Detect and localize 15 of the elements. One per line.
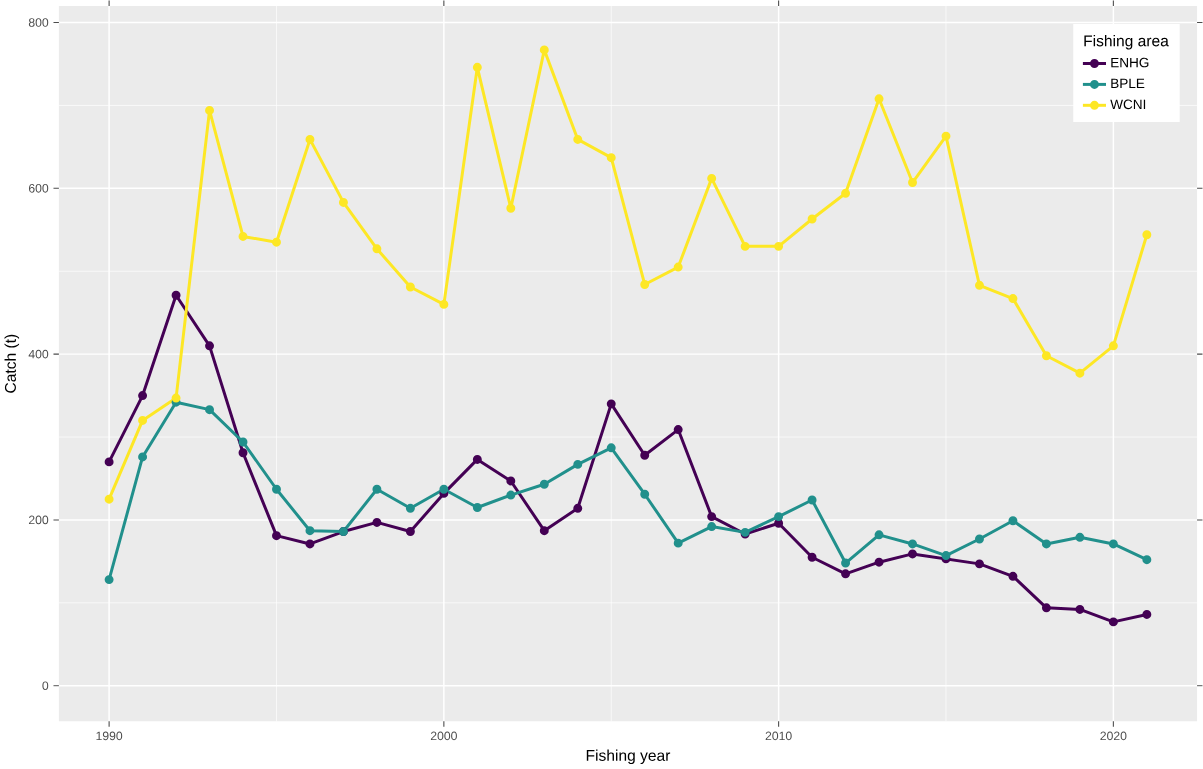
x-axis-title: Fishing year xyxy=(586,749,671,765)
legend-label: BPLE xyxy=(1111,78,1145,89)
y-tick-label: 200 xyxy=(28,515,49,525)
x-tick-label: 2020 xyxy=(1100,731,1127,741)
y-tick-label: 0 xyxy=(42,681,49,691)
y-axis-title: Catch (t) xyxy=(4,334,20,393)
legend-title: Fishing area xyxy=(1084,35,1169,50)
x-tick-label: 2010 xyxy=(765,731,792,741)
x-tick-label: 1990 xyxy=(96,731,123,741)
x-tick-label: 2000 xyxy=(430,731,457,741)
legend-label: WCNI xyxy=(1110,99,1146,110)
legend-label: ENHG xyxy=(1111,57,1149,68)
y-tick-label: 400 xyxy=(28,350,49,359)
y-tick-label: 600 xyxy=(28,184,49,193)
y-tick-label: 800 xyxy=(28,18,49,28)
